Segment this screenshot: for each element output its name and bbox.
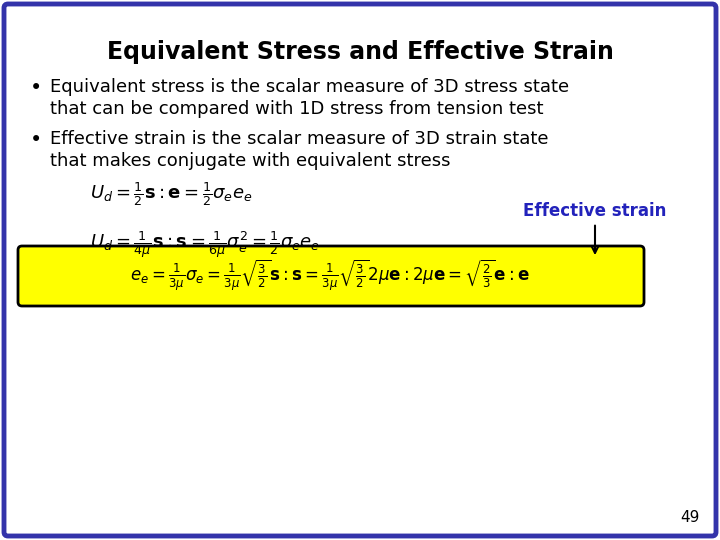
Text: that makes conjugate with equivalent stress: that makes conjugate with equivalent str… [50,152,451,170]
Text: $U_d = \frac{1}{4\mu}\mathbf{s} : \mathbf{s} = \frac{1}{6\mu}\sigma_e^2 = \frac{: $U_d = \frac{1}{4\mu}\mathbf{s} : \mathb… [90,230,320,261]
Text: •: • [30,130,42,150]
Text: Equivalent stress is the scalar measure of 3D stress state: Equivalent stress is the scalar measure … [50,78,569,96]
Text: $U_d = \frac{1}{2}\mathbf{s} : \mathbf{e} = \frac{1}{2}\sigma_e e_e$: $U_d = \frac{1}{2}\mathbf{s} : \mathbf{e… [90,180,252,208]
FancyBboxPatch shape [18,246,644,306]
Text: Effective strain is the scalar measure of 3D strain state: Effective strain is the scalar measure o… [50,130,549,148]
Text: Effective strain: Effective strain [523,202,667,253]
Text: •: • [30,78,42,98]
Text: 49: 49 [680,510,700,525]
Text: Equivalent Stress and Effective Strain: Equivalent Stress and Effective Strain [107,40,613,64]
Text: $e_e = \frac{1}{3\mu}\sigma_e = \frac{1}{3\mu}\sqrt{\frac{3}{2}}\mathbf{s} : \ma: $e_e = \frac{1}{3\mu}\sigma_e = \frac{1}… [130,258,530,293]
Text: that can be compared with 1D stress from tension test: that can be compared with 1D stress from… [50,100,544,118]
FancyBboxPatch shape [4,4,716,536]
